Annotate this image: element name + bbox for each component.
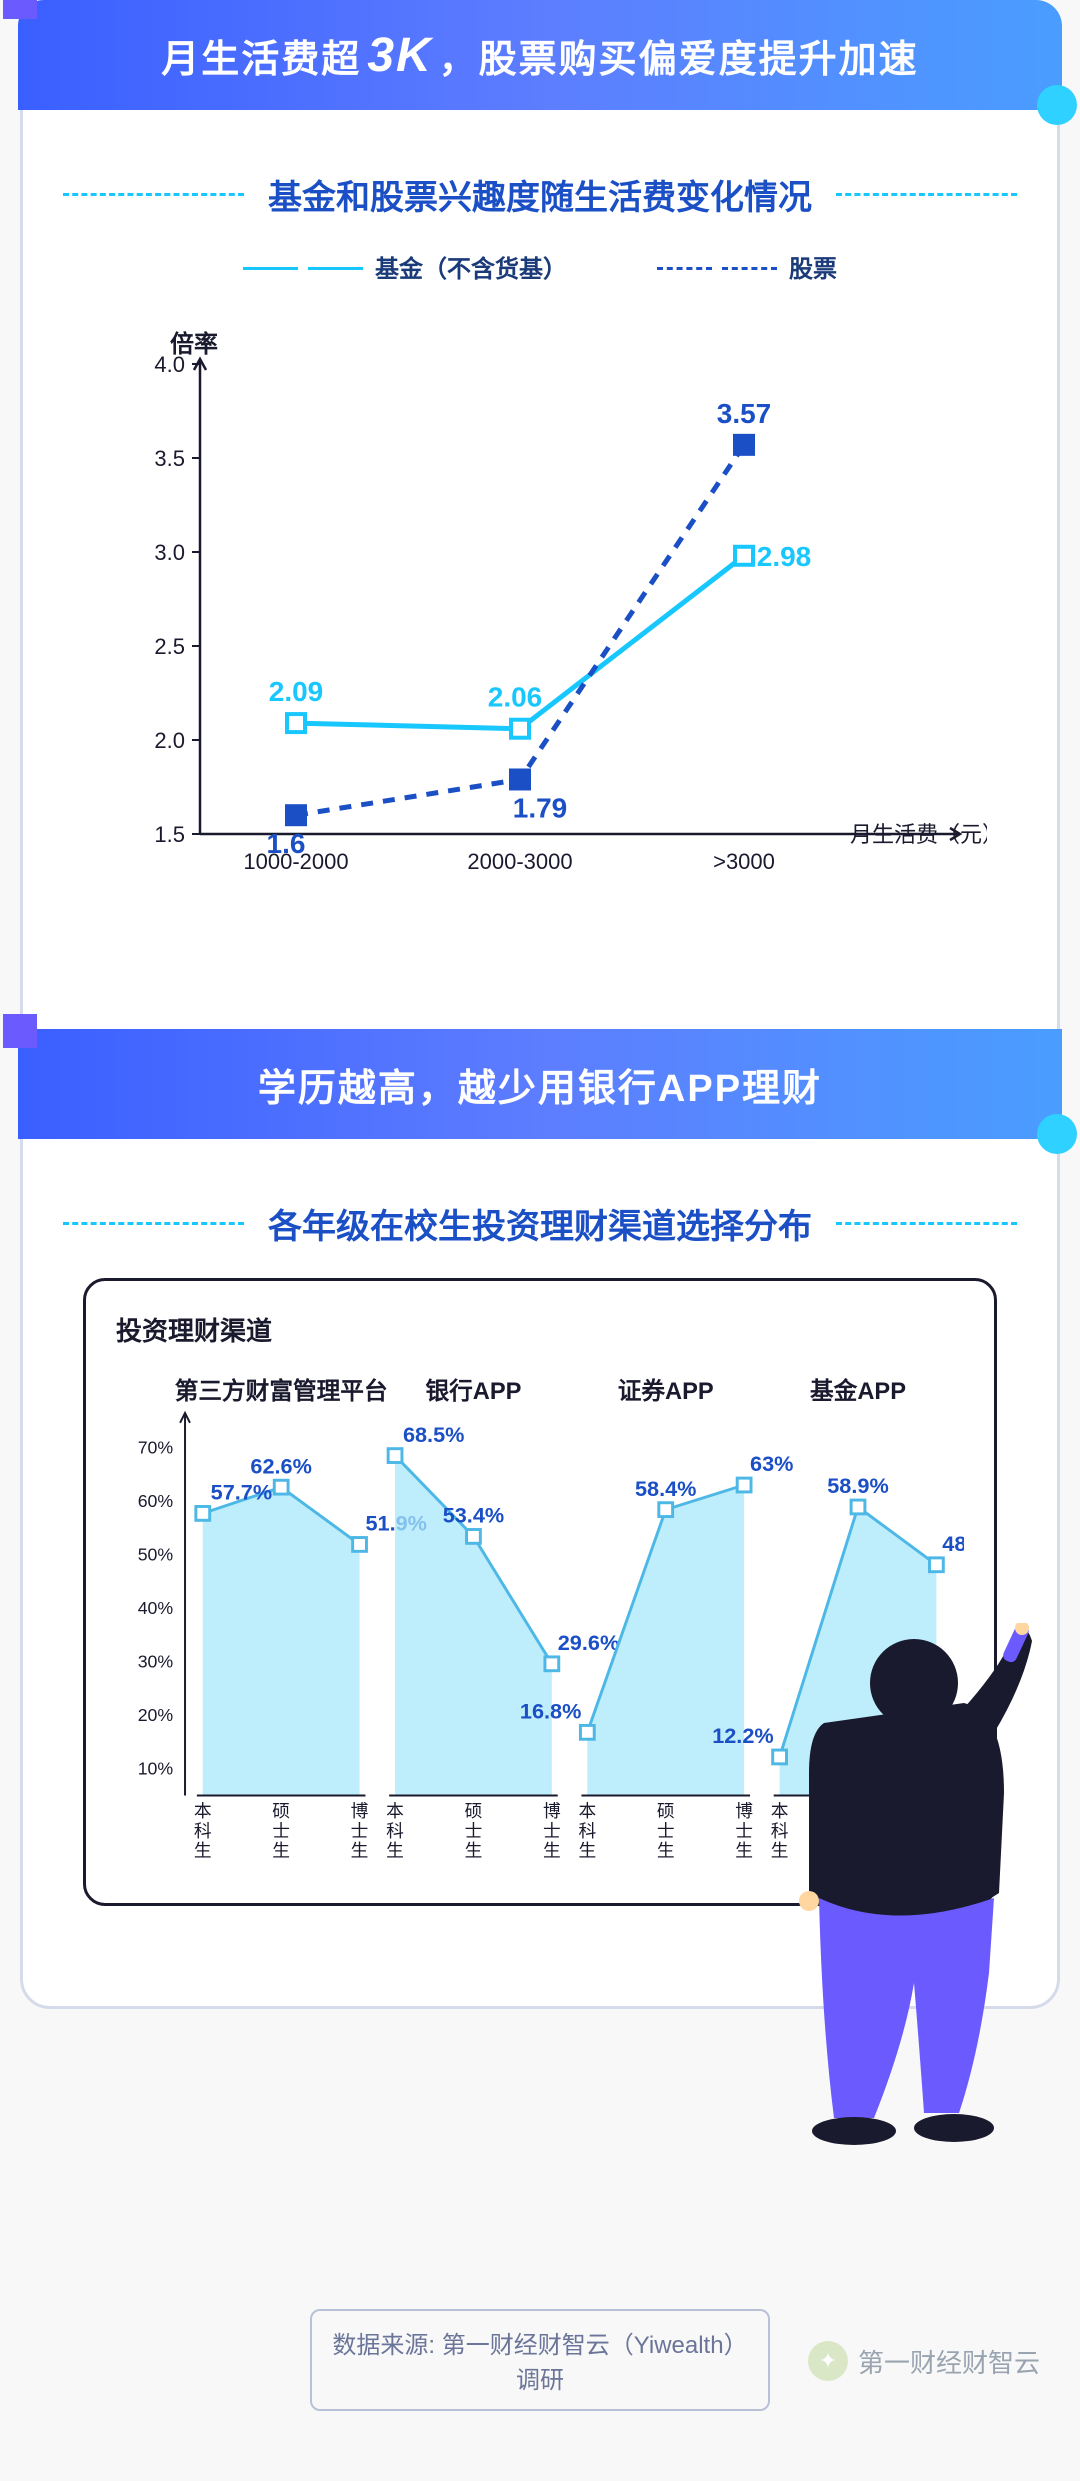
legend-stock-text: 股票 <box>789 249 837 284</box>
svg-text:2.09: 2.09 <box>269 676 324 707</box>
svg-text:生: 生 <box>578 1841 596 1861</box>
svg-text:53.4%: 53.4% <box>443 1503 505 1528</box>
svg-text:博: 博 <box>543 1801 561 1821</box>
watermark-text: 第一财经财智云 <box>858 2343 1040 2380</box>
svg-text:4.0: 4.0 <box>154 352 185 377</box>
legend-fund: 基金（不含货基） <box>243 249 567 284</box>
svg-text:20%: 20% <box>138 1705 174 1725</box>
svg-text:2.0: 2.0 <box>154 728 185 753</box>
svg-text:3.0: 3.0 <box>154 540 185 565</box>
banner-2-text: 学历越高，越少用银行APP理财 <box>18 1029 1062 1139</box>
svg-text:62.6%: 62.6% <box>250 1453 312 1478</box>
svg-text:10%: 10% <box>138 1759 174 1779</box>
svg-text:硕: 硕 <box>465 1801 483 1821</box>
svg-text:硕: 硕 <box>272 1801 290 1821</box>
section-2-title-text: 各年级在校生投资理财渠道选择分布 <box>268 1199 812 1248</box>
svg-text:70%: 70% <box>138 1437 174 1457</box>
dash-left-icon-2 <box>63 1222 244 1225</box>
svg-text:2.5: 2.5 <box>154 634 185 659</box>
section-1-title-text: 基金和股票兴趣度随生活费变化情况 <box>268 170 812 219</box>
svg-text:58.4%: 58.4% <box>635 1476 697 1501</box>
banner-1-post: ，股票购买偏爱度提升加速 <box>439 28 919 83</box>
svg-text:2.06: 2.06 <box>488 682 543 713</box>
corner-dot-icon-2 <box>1037 1114 1077 1154</box>
svg-text:3.57: 3.57 <box>717 398 772 429</box>
section-1-title: 基金和股票兴趣度随生活费变化情况 <box>63 170 1017 219</box>
banner-1-text: 月生活费超 3K ，股票购买偏爱度提升加速 <box>18 0 1062 110</box>
chart-1-svg: 倍率月生活费（元）1.52.02.53.03.54.01000-20002000… <box>93 324 987 924</box>
svg-text:1.5: 1.5 <box>154 822 185 847</box>
wechat-icon: ✦ <box>808 2341 848 2381</box>
svg-text:68.5%: 68.5% <box>403 1422 464 1447</box>
corner-dot-icon <box>1037 85 1077 125</box>
svg-text:第三方财富管理平台: 第三方财富管理平台 <box>175 1377 388 1405</box>
svg-text:科: 科 <box>578 1821 596 1841</box>
svg-text:生: 生 <box>465 1841 483 1861</box>
legend-fund-text: 基金（不含货基） <box>375 249 567 284</box>
svg-text:士: 士 <box>657 1821 675 1841</box>
corner-square-icon-2 <box>3 1014 37 1048</box>
svg-text:博: 博 <box>351 1801 369 1821</box>
svg-text:50%: 50% <box>138 1545 174 1565</box>
svg-text:48.1%: 48.1% <box>942 1531 964 1556</box>
section-2-title: 各年级在校生投资理财渠道选择分布 <box>63 1199 1017 1248</box>
dash-left-icon <box>63 193 244 196</box>
svg-text:证券APP: 证券APP <box>618 1377 714 1405</box>
svg-text:生: 生 <box>386 1841 404 1861</box>
svg-text:>3000: >3000 <box>713 849 775 874</box>
svg-text:3.5: 3.5 <box>154 446 185 471</box>
svg-text:生: 生 <box>194 1841 212 1861</box>
svg-text:本: 本 <box>578 1801 596 1821</box>
source-text: 数据来源: 第一财经财智云（Yiwealth）调研 <box>332 2332 747 2394</box>
svg-text:30%: 30% <box>138 1652 174 1672</box>
corner-square-icon <box>3 0 37 19</box>
svg-text:博: 博 <box>735 1801 753 1821</box>
svg-text:基金APP: 基金APP <box>810 1377 906 1405</box>
svg-text:生: 生 <box>272 1841 290 1861</box>
chart-2-box: 投资理财渠道 10% 20% 30% 40% 50% 60% 70% 第三方财富管理平台 57.… <box>83 1278 997 1906</box>
banner-1-em: 3K <box>367 28 432 83</box>
svg-text:士: 士 <box>465 1821 483 1841</box>
svg-text:63%: 63% <box>750 1451 793 1476</box>
svg-text:士: 士 <box>272 1821 290 1841</box>
person-figure-icon <box>754 1623 1034 2163</box>
infographic-card: 月生活费超 3K ，股票购买偏爱度提升加速 基金和股票兴趣度随生活费变化情况 基… <box>20 0 1060 2009</box>
svg-text:16.8%: 16.8% <box>520 1699 582 1724</box>
svg-text:2.98: 2.98 <box>757 541 812 572</box>
svg-text:1.6: 1.6 <box>267 828 306 859</box>
svg-text:2000-3000: 2000-3000 <box>467 849 572 874</box>
svg-text:生: 生 <box>543 1841 561 1861</box>
svg-text:科: 科 <box>194 1821 212 1841</box>
svg-text:60%: 60% <box>138 1491 174 1511</box>
svg-text:本: 本 <box>386 1801 404 1821</box>
legend-stock: 股票 <box>657 249 837 284</box>
source-box: 数据来源: 第一财经财智云（Yiwealth）调研 <box>310 2309 770 2411</box>
svg-text:硕: 硕 <box>657 1801 675 1821</box>
svg-text:1.79: 1.79 <box>513 792 568 823</box>
svg-text:士: 士 <box>735 1821 753 1841</box>
svg-text:士: 士 <box>351 1821 369 1841</box>
svg-text:本: 本 <box>194 1801 212 1821</box>
chart-1-legend: 基金（不含货基） 股票 <box>93 249 987 284</box>
chart-2-box-title: 投资理财渠道 <box>116 1311 964 1348</box>
banner-2: 学历越高，越少用银行APP理财 <box>18 1029 1062 1139</box>
svg-text:29.6%: 29.6% <box>558 1630 619 1655</box>
svg-text:40%: 40% <box>138 1598 174 1618</box>
dash-right-icon <box>836 193 1017 196</box>
svg-text:58.9%: 58.9% <box>827 1473 889 1498</box>
banner-1-pre: 月生活费超 <box>161 28 361 83</box>
svg-text:科: 科 <box>386 1821 404 1841</box>
svg-text:银行APP: 银行APP <box>425 1377 521 1405</box>
watermark: ✦ 第一财经财智云 <box>808 2341 1040 2381</box>
svg-text:生: 生 <box>657 1841 675 1861</box>
svg-text:生: 生 <box>735 1841 753 1861</box>
chart-1: 基金（不含货基） 股票 倍率月生活费（元）1.52.02.53.03.54.01… <box>93 249 987 969</box>
svg-text:士: 士 <box>543 1821 561 1841</box>
dash-right-icon-2 <box>836 1222 1017 1225</box>
banner-1: 月生活费超 3K ，股票购买偏爱度提升加速 <box>18 0 1062 110</box>
svg-text:57.7%: 57.7% <box>211 1480 273 1505</box>
svg-text:生: 生 <box>351 1841 369 1861</box>
